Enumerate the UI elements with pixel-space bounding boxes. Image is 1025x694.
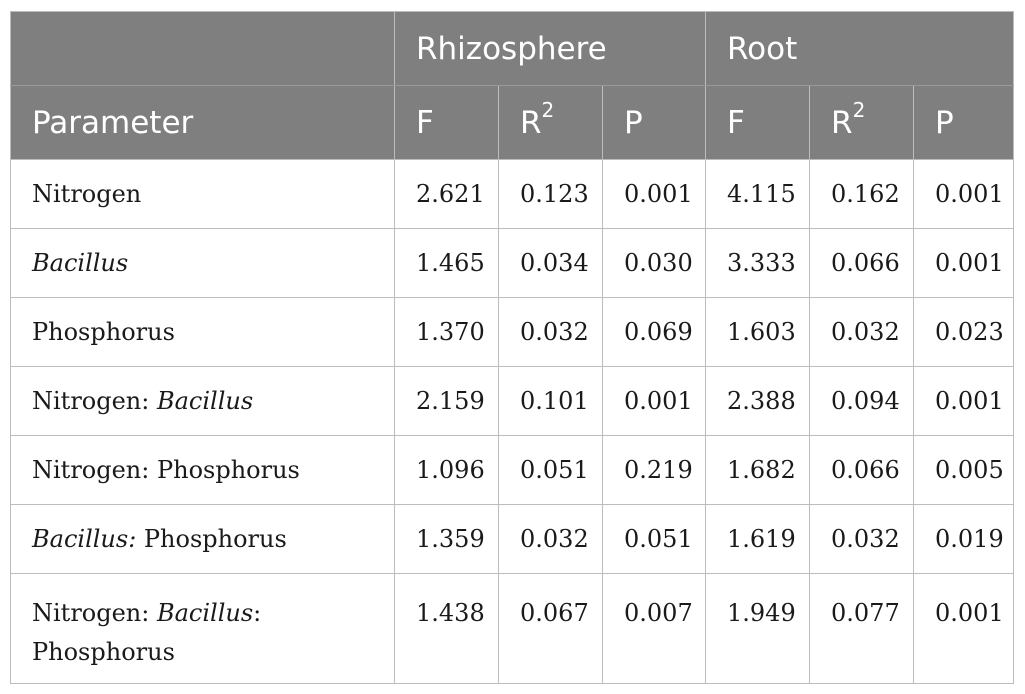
root-r2-cell: 0.066 — [809, 435, 915, 505]
parameter-cell: Nitrogen: Bacillus: Phosphorus — [10, 573, 395, 684]
column-header-rhizosphere-p: P — [601, 85, 707, 160]
rhizosphere-f-cell: 1.370 — [394, 297, 499, 367]
table-row: Nitrogen: Bacillus: Phosphorus 1.438 0.06… — [10, 573, 1015, 684]
rhizosphere-p-cell: 0.007 — [601, 573, 707, 684]
parameter-cell: Nitrogen — [10, 159, 395, 229]
table-row: Nitrogen: Phosphorus 1.096 0.051 0.219 1… — [10, 435, 1015, 505]
parameter-text: Nitrogen — [32, 180, 142, 208]
rhizosphere-r2-cell: 0.123 — [498, 159, 603, 229]
root-r2-cell: 0.094 — [809, 366, 915, 436]
root-p-cell: 0.001 — [913, 573, 1015, 684]
column-header-root-f: F — [705, 85, 811, 160]
root-f-cell: 2.388 — [705, 366, 811, 436]
column-header-rhizosphere-f: F — [394, 85, 499, 160]
parameter-cell: Phosphorus — [10, 297, 395, 367]
group-header-blank — [10, 11, 395, 86]
parameter-text: Phosphorus — [32, 318, 175, 346]
r-superscript: 2 — [541, 98, 555, 123]
root-f-cell: 4.115 — [705, 159, 811, 229]
parameter-text: Nitrogen: — [32, 599, 157, 627]
rhizosphere-r2-cell: 0.032 — [498, 297, 603, 367]
parameter-text-italic: Bacillus — [156, 599, 254, 627]
rhizosphere-p-cell: 0.030 — [601, 228, 707, 298]
root-r2-cell: 0.032 — [809, 504, 915, 574]
root-p-cell: 0.023 — [913, 297, 1015, 367]
rhizosphere-f-cell: 1.465 — [394, 228, 499, 298]
root-p-cell: 0.001 — [913, 366, 1015, 436]
table-header: Rhizosphere Root Parameter F R2 P F R2 P — [10, 11, 1015, 160]
root-p-cell: 0.005 — [913, 435, 1015, 505]
rhizosphere-f-cell: 2.621 — [394, 159, 499, 229]
column-header-parameter: Parameter — [10, 85, 395, 160]
parameter-text: Phosphorus — [136, 525, 287, 553]
group-header-root: Root — [705, 11, 1015, 86]
rhizosphere-p-cell: 0.001 — [601, 366, 707, 436]
rhizosphere-f-cell: 1.096 — [394, 435, 499, 505]
column-header-row: Parameter F R2 P F R2 P — [10, 85, 1015, 160]
results-table: Rhizosphere Root Parameter F R2 P F R2 P… — [10, 11, 1015, 684]
parameter-text-italic: Bacillus: — [32, 525, 137, 553]
parameter-cell: Nitrogen: Phosphorus — [10, 435, 395, 505]
r-label: R — [520, 104, 542, 141]
rhizosphere-r2-cell: 0.034 — [498, 228, 603, 298]
table-row: Nitrogen 2.621 0.123 0.001 4.115 0.162 0… — [10, 159, 1015, 229]
parameter-text: : — [253, 599, 262, 627]
group-header-rhizosphere: Rhizosphere — [393, 11, 707, 86]
parameter-cell: Bacillus — [10, 228, 395, 298]
root-p-cell: 0.001 — [913, 159, 1015, 229]
table-row: Bacillus: Phosphorus 1.359 0.032 0.051 1… — [10, 504, 1015, 574]
rhizosphere-f-cell: 1.359 — [394, 504, 499, 574]
rhizosphere-r2-cell: 0.067 — [498, 573, 603, 684]
r-label: R — [831, 104, 853, 141]
rhizosphere-r2-cell: 0.051 — [498, 435, 603, 505]
column-header-root-p: P — [913, 85, 1015, 160]
root-f-cell: 1.949 — [705, 573, 811, 684]
parameter-text-italic: Bacillus — [156, 387, 254, 415]
parameter-text: Nitrogen: Phosphorus — [32, 456, 300, 484]
root-f-cell: 1.682 — [705, 435, 811, 505]
parameter-cell: Nitrogen: Bacillus — [10, 366, 395, 436]
group-header-row: Rhizosphere Root — [10, 11, 1015, 86]
rhizosphere-r2-cell: 0.101 — [498, 366, 603, 436]
parameter-text: Nitrogen: — [32, 387, 157, 415]
rhizosphere-p-cell: 0.051 — [601, 504, 707, 574]
parameter-cell: Bacillus: Phosphorus — [10, 504, 395, 574]
column-header-root-r2: R2 — [809, 85, 915, 160]
rhizosphere-p-cell: 0.219 — [601, 435, 707, 505]
column-header-rhizosphere-r2: R2 — [498, 85, 603, 160]
rhizosphere-p-cell: 0.001 — [601, 159, 707, 229]
rhizosphere-f-cell: 2.159 — [394, 366, 499, 436]
table-row: Bacillus 1.465 0.034 0.030 3.333 0.066 0… — [10, 228, 1015, 298]
r-superscript: 2 — [852, 98, 866, 123]
table-row: Phosphorus 1.370 0.032 0.069 1.603 0.032… — [10, 297, 1015, 367]
rhizosphere-r2-cell: 0.032 — [498, 504, 603, 574]
rhizosphere-f-cell: 1.438 — [394, 573, 499, 684]
table-body: Nitrogen 2.621 0.123 0.001 4.115 0.162 0… — [10, 159, 1015, 684]
root-r2-cell: 0.077 — [809, 573, 915, 684]
root-p-cell: 0.001 — [913, 228, 1015, 298]
root-r2-cell: 0.032 — [809, 297, 915, 367]
root-f-cell: 3.333 — [705, 228, 811, 298]
root-p-cell: 0.019 — [913, 504, 1015, 574]
root-f-cell: 1.619 — [705, 504, 811, 574]
parameter-text-italic: Bacillus — [32, 249, 129, 277]
table-row: Nitrogen: Bacillus 2.159 0.101 0.001 2.3… — [10, 366, 1015, 436]
rhizosphere-p-cell: 0.069 — [601, 297, 707, 367]
root-r2-cell: 0.066 — [809, 228, 915, 298]
root-f-cell: 1.603 — [705, 297, 811, 367]
root-r2-cell: 0.162 — [809, 159, 915, 229]
parameter-text: Phosphorus — [32, 638, 175, 666]
